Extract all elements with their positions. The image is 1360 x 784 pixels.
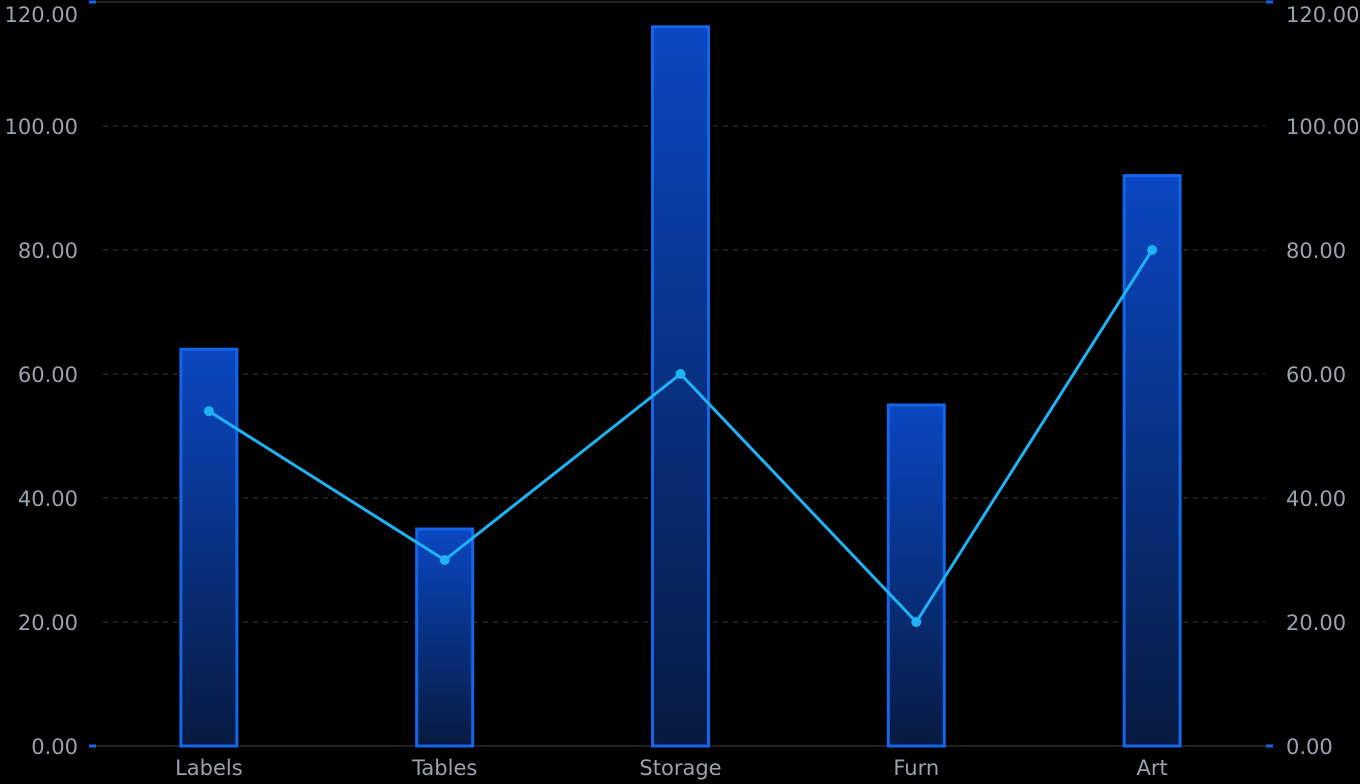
y-right-tick-label: 20.00 (1286, 611, 1346, 635)
axis-corner-marker (89, 744, 96, 748)
bar (1122, 174, 1182, 748)
y-right-tick-label: 0.00 (1286, 735, 1333, 759)
y-left-tick-label: 80.00 (18, 239, 78, 263)
x-tick-label: Labels (175, 756, 243, 780)
y-left-tick-label: 60.00 (18, 363, 78, 387)
x-tick-label: Art (1136, 756, 1167, 780)
y-left-tick-label: 20.00 (18, 611, 78, 635)
x-tick-label: Tables (411, 756, 477, 780)
line-point (675, 369, 686, 379)
y-right-tick-label: 80.00 (1286, 239, 1346, 263)
bar (415, 527, 475, 748)
y-left-tick-label: 0.00 (31, 735, 78, 759)
bar (651, 25, 710, 748)
line-point (1147, 245, 1158, 255)
line-point (203, 406, 214, 417)
y-left-tick-label: 100.00 (5, 115, 78, 139)
y-left-tick-label: 120.00 (5, 3, 78, 27)
y-right-tick-label: 100.00 (1286, 115, 1359, 139)
y-right-tick-label: 120.00 (1286, 3, 1359, 27)
y-left-tick-label: 40.00 (18, 487, 78, 511)
x-tick-label: Storage (639, 756, 721, 780)
axis-corner-marker (1266, 0, 1273, 4)
line-point (911, 617, 922, 627)
bar (886, 403, 946, 748)
y-right-tick-label: 60.00 (1286, 363, 1346, 387)
y-right-tick-label: 40.00 (1286, 487, 1346, 511)
x-tick-label: Furn (893, 756, 939, 780)
line-point (439, 555, 450, 565)
axis-corner-marker (89, 0, 96, 4)
axis-corner-marker (1266, 744, 1273, 748)
